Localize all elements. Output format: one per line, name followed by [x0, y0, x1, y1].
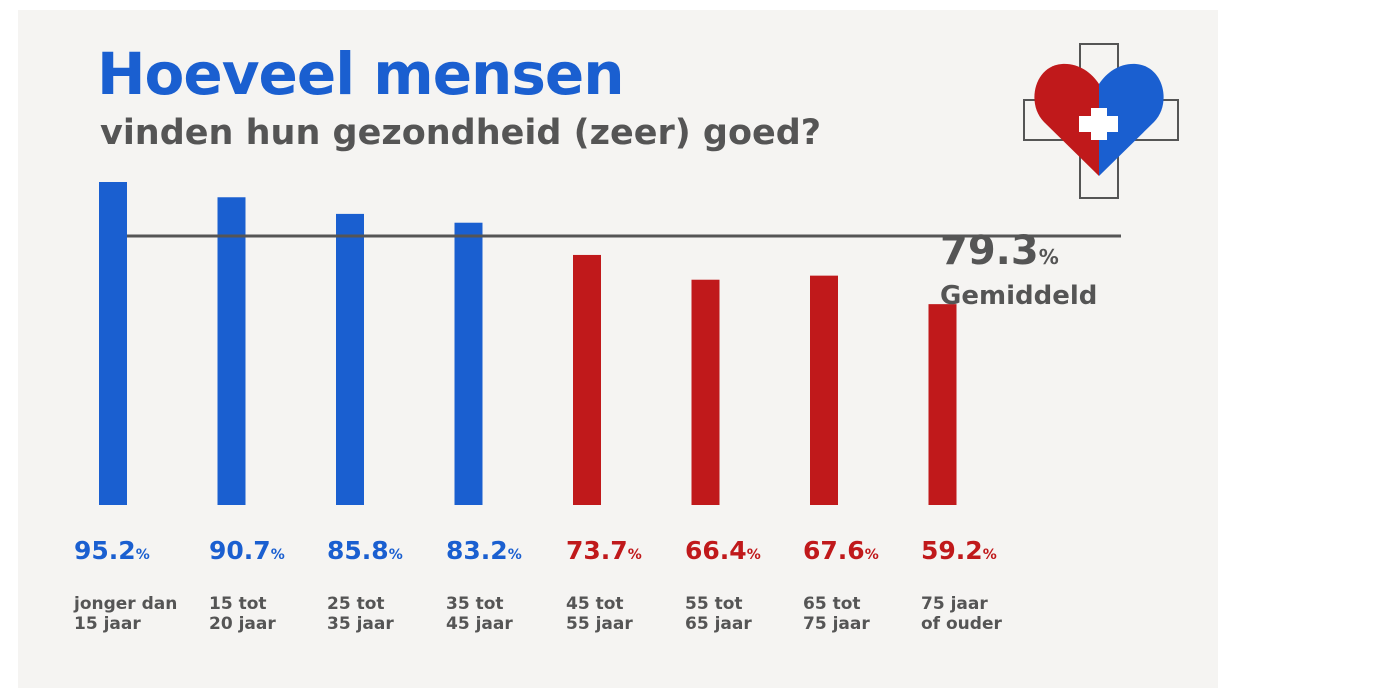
value-label-1: 90.7%: [209, 534, 285, 572]
average-annotation: 79.3% Gemiddeld: [940, 228, 1097, 312]
bar-5: [691, 279, 720, 505]
bar-6: [810, 275, 838, 505]
value-label-number: 95.2: [74, 536, 136, 565]
value-label-unit: %: [135, 547, 150, 563]
category-label-line: 45 jaar: [446, 614, 513, 634]
category-label-4: 45 tot 55 jaar: [566, 594, 633, 634]
average-value-unit: %: [1038, 245, 1059, 269]
page-title: Hoeveel mensen: [97, 40, 624, 108]
value-label-7: 59.2%: [921, 534, 997, 572]
category-label-0: jonger dan 15 jaar: [74, 594, 177, 634]
category-label-line: 65 tot: [803, 594, 861, 614]
category-label-line: 35 tot: [446, 594, 504, 614]
category-label-2: 25 tot 35 jaar: [327, 594, 394, 634]
bar-0: [99, 182, 127, 505]
value-label-4: 73.7%: [566, 534, 642, 572]
page-subtitle: vinden hun gezondheid (zeer) goed?: [100, 113, 822, 153]
value-label-number: 67.6: [803, 536, 865, 565]
category-label-line: 15 tot: [209, 594, 267, 614]
category-label-1: 15 tot 20 jaar: [209, 594, 276, 634]
bar-7: [928, 304, 957, 505]
bar-2: [336, 213, 364, 505]
value-label-unit: %: [982, 547, 997, 563]
category-label-line: 65 jaar: [685, 614, 752, 634]
average-label: Gemiddeld: [940, 281, 1098, 311]
value-label-number: 83.2: [446, 536, 508, 565]
category-label-line: 35 jaar: [327, 614, 394, 634]
value-label-6: 67.6%: [803, 534, 879, 572]
heart-cross-icon: [1023, 43, 1179, 199]
value-label-unit: %: [627, 547, 642, 563]
category-label-line: 55 tot: [685, 594, 743, 614]
category-label-line: 20 jaar: [209, 614, 276, 634]
average-value: 79.3%: [940, 228, 1097, 280]
category-label-line: 45 tot: [566, 594, 624, 614]
category-label-3: 35 tot 45 jaar: [446, 594, 513, 634]
value-label-2: 85.8%: [327, 534, 403, 572]
value-label-unit: %: [746, 547, 761, 563]
value-label-0: 95.2%: [74, 534, 150, 572]
value-label-unit: %: [388, 547, 403, 563]
value-label-number: 85.8: [327, 536, 389, 565]
value-label-number: 66.4: [685, 536, 747, 565]
category-label-line: 55 jaar: [566, 614, 633, 634]
value-label-number: 90.7: [209, 536, 271, 565]
category-label-7: 75 jaar of ouder: [921, 594, 1002, 634]
value-label-number: 73.7: [566, 536, 628, 565]
bar-1: [217, 197, 246, 505]
category-label-line: of ouder: [921, 614, 1002, 634]
value-label-unit: %: [270, 547, 285, 563]
category-label-line: jonger dan: [74, 594, 178, 614]
category-label-6: 65 tot 75 jaar: [803, 594, 870, 634]
value-label-unit: %: [507, 547, 522, 563]
category-label-line: 75 jaar: [921, 594, 988, 614]
value-label-number: 59.2: [921, 536, 983, 565]
bar-3: [454, 222, 483, 505]
category-label-line: 15 jaar: [74, 614, 141, 634]
value-label-unit: %: [864, 547, 879, 563]
category-label-line: 25 tot: [327, 594, 385, 614]
average-value-number: 79.3: [940, 228, 1039, 274]
value-label-3: 83.2%: [446, 534, 522, 572]
category-label-line: 75 jaar: [803, 614, 870, 634]
value-label-5: 66.4%: [685, 534, 761, 572]
bar-4: [573, 254, 601, 505]
category-label-5: 55 tot 65 jaar: [685, 594, 752, 634]
